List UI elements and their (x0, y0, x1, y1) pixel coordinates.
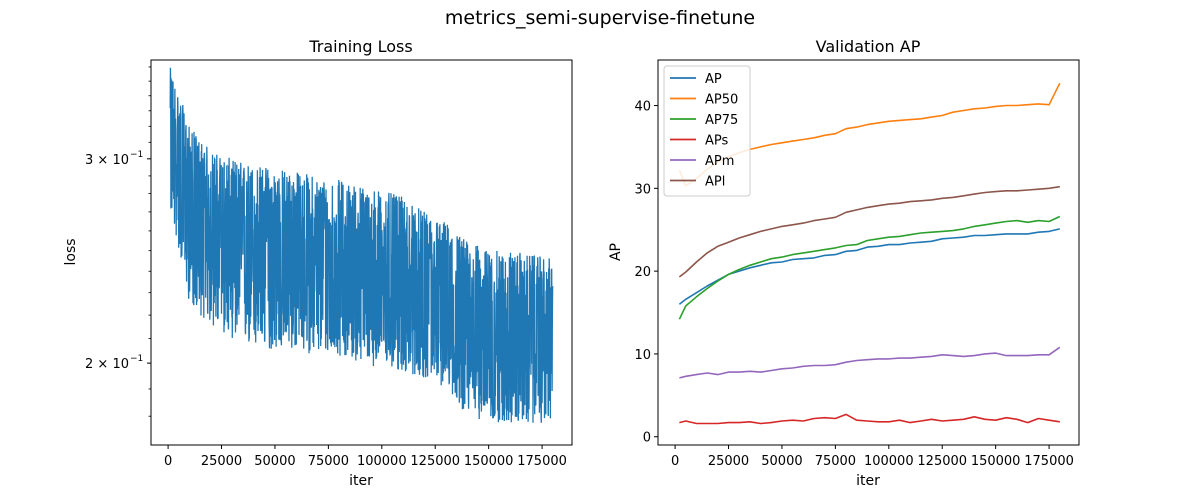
x-tick-label: 150000 (464, 454, 514, 469)
validation-ap-axes-frame (657, 59, 1080, 446)
x-tick-label: 175000 (517, 454, 567, 469)
x-tick-label: 75000 (815, 454, 856, 469)
y-tick-label: 20 (634, 265, 651, 280)
validation-ap-panel: Validation AP 0 25000 50000 75000 100000 1250… (608, 37, 1080, 489)
validation-ap-xlabel: iter (856, 473, 880, 489)
validation-ap-legend: AP AP50 AP75 APs APm APl (663, 65, 751, 197)
training-loss-x-axis: 0 25000 50000 75000 100000 125000 150000 175000 (164, 445, 567, 469)
y-tick-label: 30 (634, 182, 651, 197)
legend-label-apm: APm (705, 154, 734, 169)
legend-label-ap: AP (705, 72, 722, 87)
training-loss-xlabel: iter (349, 473, 373, 489)
x-tick-label: 175000 (1024, 454, 1074, 469)
training-loss-ylabel: loss (63, 238, 79, 265)
series-line-ap75 (678, 215, 1061, 320)
x-tick-label: 100000 (864, 454, 914, 469)
figure-suptitle: metrics_semi-supervise-finetune (445, 7, 755, 29)
training-loss-series-line (169, 67, 554, 423)
y-tick-label: 3 × 10 (85, 153, 129, 168)
series-line-aps (679, 413, 1060, 425)
x-tick-label: 0 (671, 454, 679, 469)
training-loss-axes-frame (150, 59, 573, 446)
legend-label-aps: APs (705, 134, 729, 149)
y-tick-label: 40 (634, 100, 651, 115)
training-loss-panel: Training Loss 0 25000 50000 75000 100000 1250… (63, 37, 573, 489)
training-loss-y-axis: 2 × 10 −13 × 10 −1 (85, 66, 151, 417)
y-tick-exponent: −1 (130, 354, 143, 364)
y-tick-exponent: −1 (130, 150, 143, 160)
y-tick-label: 2 × 10 (85, 357, 129, 372)
y-tick-label: 0 (643, 431, 651, 446)
validation-ap-plot-area (678, 82, 1061, 425)
x-tick-label: 25000 (201, 454, 242, 469)
series-line-apl (678, 185, 1060, 278)
x-tick-label: 150000 (971, 454, 1021, 469)
x-tick-label: 75000 (308, 454, 349, 469)
x-tick-label: 125000 (917, 454, 967, 469)
series-line-ap (678, 228, 1060, 305)
legend-label-apl: APl (705, 175, 725, 190)
validation-ap-title: Validation AP (816, 37, 921, 56)
validation-ap-y-axis: 0 10 20 30 40 (634, 100, 658, 446)
validation-ap-x-axis: 0 25000 50000 75000 100000 125000 150000 175000 (671, 445, 1074, 469)
y-tick-label: 10 (634, 348, 651, 363)
validation-ap-ylabel: AP (608, 243, 624, 261)
x-tick-label: 50000 (254, 454, 295, 469)
x-tick-label: 50000 (761, 454, 802, 469)
x-tick-label: 0 (164, 454, 172, 469)
series-line-apm (679, 346, 1061, 379)
legend-label-ap50: AP50 (705, 93, 738, 108)
training-loss-plot-area (169, 67, 554, 423)
x-tick-label: 25000 (708, 454, 749, 469)
legend-label-ap75: AP75 (705, 113, 738, 128)
x-tick-label: 125000 (410, 454, 460, 469)
x-tick-label: 100000 (357, 454, 407, 469)
training-loss-title: Training Loss (308, 37, 412, 56)
